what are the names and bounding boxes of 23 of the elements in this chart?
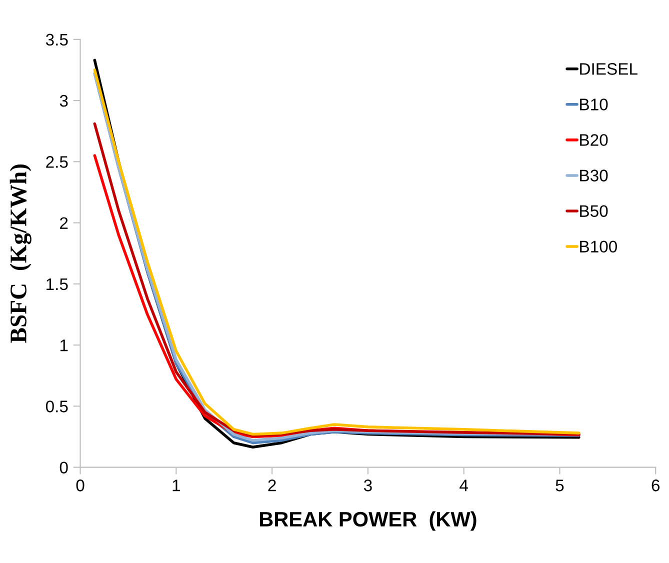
x-axis-title: BREAK POWER (KW): [260, 511, 476, 531]
legend-label: B10: [580, 98, 608, 110]
legend-label: B100: [580, 240, 617, 253]
y-tick-label: 0: [60, 462, 68, 474]
y-tick-label: 3.5: [46, 34, 68, 46]
legend-label: DIESEL: [580, 63, 638, 75]
legend-label: B50: [580, 205, 608, 217]
x-tick-label: 0: [76, 480, 84, 492]
y-tick-label: 2: [60, 217, 68, 229]
x-tick-label: 1: [172, 480, 180, 492]
y-tick-label: 1: [60, 340, 68, 352]
y-tick-label: 2.5: [46, 156, 68, 168]
x-tick-label: 3: [364, 480, 372, 492]
legend-label: B30: [580, 170, 608, 182]
y-tick-label: 0.5: [46, 400, 68, 412]
x-tick-label: 4: [460, 480, 468, 492]
x-tick-label: 6: [652, 480, 660, 492]
x-tick-label: 2: [268, 480, 276, 492]
y-axis-title: BSFC (Kg/KWh): [10, 164, 32, 343]
legend-label: B20: [580, 134, 608, 146]
x-tick-label: 5: [556, 480, 564, 492]
y-tick-label: 3: [60, 94, 68, 107]
y-tick-label: 1.5: [46, 278, 68, 290]
